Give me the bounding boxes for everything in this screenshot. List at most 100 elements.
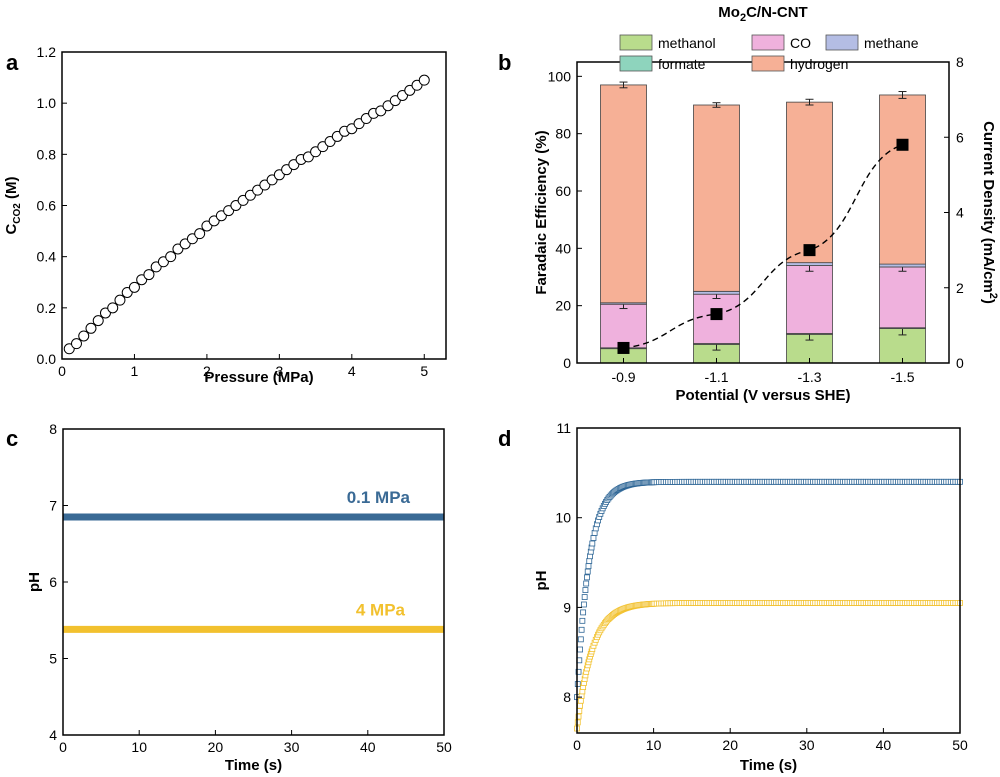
data-point	[575, 713, 582, 720]
y-tick-label: 8	[49, 421, 57, 437]
x-tick-label: 10	[646, 737, 662, 753]
legend-label-co: CO	[790, 35, 811, 51]
current-density-point	[710, 308, 723, 321]
chart-panel-b: 0 20 40 60 80 100 0 2 4 6 8 -0.9 -1.1 -1.3 -1.5 Potenti…	[533, 4, 999, 404]
y-axis-label-unit: (M)	[3, 176, 20, 203]
x-axis-label: Pressure (MPa)	[204, 369, 313, 386]
data-point	[70, 338, 82, 350]
y-tick-label: 0	[563, 355, 571, 371]
y-tick-label: 20	[555, 298, 571, 314]
data-point	[575, 668, 582, 675]
y2-axis-label-end: )	[980, 299, 997, 304]
y2-axis-label-main: Current Density (mA/cm	[980, 121, 997, 293]
panel-label-b: b	[498, 50, 511, 75]
y-tick-label: 100	[548, 68, 572, 84]
data-point	[584, 568, 591, 575]
y-tick-label: 6	[49, 574, 57, 590]
data-point	[577, 697, 584, 704]
data-point	[580, 601, 587, 608]
x-tick-label: 40	[360, 739, 376, 755]
data-point	[581, 594, 588, 600]
chart-panel-a: 0 1 2 3 4 5 0.0 0.2 0.4 0.6 0.8 1.0 1.2 Pressure (MPa…	[3, 44, 447, 386]
y2-tick-label: 4	[956, 205, 964, 221]
y2-tick-label: 6	[956, 129, 964, 145]
legend-swatch-formate	[619, 55, 653, 72]
legend-label-methane: methane	[864, 35, 919, 51]
data-point	[582, 587, 589, 593]
y-tick-label: 1.2	[37, 44, 57, 60]
y2-tick-label: 0	[956, 355, 964, 371]
plot-frame	[62, 428, 445, 736]
legend-swatch-methanol	[619, 34, 653, 51]
data-point	[114, 294, 126, 306]
x-tick-label: 0	[59, 739, 67, 755]
data-point	[574, 719, 581, 726]
legend-label-formate: formate	[658, 56, 706, 72]
y-tick-label: 40	[555, 240, 571, 256]
x-tick-label: 50	[436, 739, 452, 755]
y-axis-label: pH	[533, 571, 550, 591]
y-tick-label: 80	[555, 126, 571, 142]
data-point	[586, 558, 593, 564]
x-tick-label: 50	[952, 737, 968, 753]
x-tick-label: 1	[131, 363, 139, 379]
data-point	[584, 574, 590, 581]
data-point	[128, 281, 140, 293]
plot-frame	[576, 427, 961, 734]
bar-segment-co	[879, 266, 926, 329]
y-axis-label-main: C	[3, 224, 20, 235]
y-tick-label: 9	[563, 599, 571, 615]
y-tick-label: 1.0	[37, 95, 57, 111]
current-density-point	[617, 341, 630, 354]
x-tick-label: -1.3	[797, 369, 821, 385]
y-axis-label: CCO2 (M)	[3, 176, 23, 234]
y2-axis-label-sup: 2	[987, 293, 999, 299]
bar-segment-methane	[693, 290, 740, 295]
x-tick-label: -0.9	[611, 369, 635, 385]
x-tick-label: 5	[420, 363, 428, 379]
y-tick-label: 0.4	[37, 249, 57, 265]
chart-title-part: 2	[740, 12, 746, 24]
bar-segment-hydrogen	[693, 104, 740, 292]
y-tick-label: 7	[49, 498, 57, 514]
data-point	[418, 74, 430, 86]
panel-label-d: d	[498, 426, 511, 451]
y-tick-label: 5	[49, 651, 57, 667]
data-point	[590, 535, 597, 541]
x-tick-label: 20	[208, 739, 224, 755]
x-tick-label: 20	[722, 737, 738, 753]
y-tick-label: 60	[555, 183, 571, 199]
bar-segment-hydrogen	[600, 84, 647, 304]
x-axis-label: Time (s)	[225, 757, 282, 774]
y2-tick-label: 2	[956, 280, 964, 296]
data-point	[577, 702, 583, 709]
y-axis-label: Faradaic Efficiency (%)	[533, 130, 550, 294]
chart-title-part: Mo	[718, 4, 740, 21]
data-point	[85, 322, 97, 334]
plot-frame	[61, 51, 447, 360]
bar-segment-hydrogen	[786, 101, 833, 264]
data-point	[165, 251, 177, 263]
data-point	[574, 681, 581, 687]
y-tick-label: 8	[563, 689, 571, 705]
data-point	[583, 580, 590, 587]
data-point	[107, 302, 119, 314]
data-point	[194, 228, 206, 240]
x-tick-label: 30	[799, 737, 815, 753]
x-tick-label: -1.5	[890, 369, 914, 385]
data-point	[78, 330, 90, 342]
x-tick-label: 0	[58, 363, 66, 379]
x-tick-label: 10	[131, 739, 147, 755]
current-density-curve	[623, 144, 903, 349]
y-tick-label: 0.0	[37, 351, 57, 367]
x-axis-label: Time (s)	[740, 757, 797, 774]
chart-title: Mo2C/N-CNT	[718, 4, 807, 24]
y-axis-label: pH	[26, 572, 43, 592]
x-tick-label: 4	[348, 363, 356, 379]
x-axis-label: Potential (V versus SHE)	[675, 387, 850, 404]
y-axis-label-sub: CO2	[12, 203, 23, 224]
legend-swatch-co	[751, 34, 785, 51]
x-tick-label: 40	[876, 737, 892, 753]
legend-swatch-methane	[825, 34, 859, 51]
legend-label-hydrogen: hydrogen	[790, 56, 848, 72]
